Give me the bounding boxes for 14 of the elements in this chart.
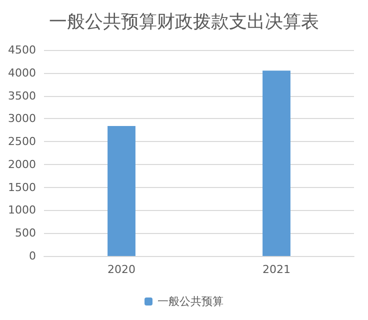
y-tick-label: 2500 (8, 135, 36, 148)
y-tick-label: 1500 (8, 180, 36, 194)
legend-label: 一般公共预算 (158, 295, 224, 308)
y-tick-label: 3000 (8, 112, 36, 126)
chart-title: 一般公共预算财政拨款支出决算表 (49, 12, 319, 32)
y-tick-label: 1000 (8, 204, 36, 217)
x-tick-label: 2020 (108, 263, 136, 276)
y-tick-label: 2000 (8, 158, 36, 171)
y-tick-label: 500 (15, 226, 36, 240)
y-tick-label: 0 (29, 250, 36, 262)
y-tick-label: 4000 (8, 66, 36, 80)
y-tick-label: 4500 (8, 44, 36, 56)
x-tick-label: 2021 (262, 263, 290, 276)
y-tick-label: 3500 (8, 89, 36, 102)
